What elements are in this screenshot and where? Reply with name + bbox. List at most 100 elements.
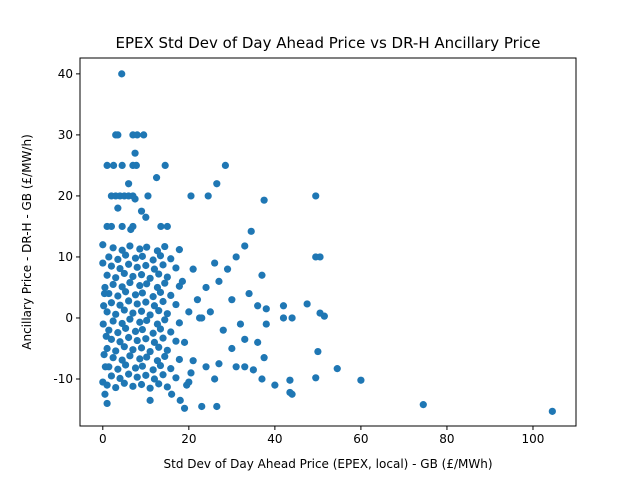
- x-tick-label: 40: [267, 432, 282, 446]
- point: [118, 222, 126, 231]
- point: [140, 131, 148, 139]
- point: [159, 334, 167, 342]
- point: [118, 161, 126, 170]
- point: [99, 320, 107, 328]
- point: [126, 242, 134, 250]
- point: [221, 161, 230, 170]
- point: [333, 365, 341, 373]
- point: [163, 310, 171, 318]
- point: [163, 346, 171, 354]
- x-tick-label: 60: [353, 432, 368, 446]
- point: [109, 354, 117, 362]
- point: [126, 315, 134, 323]
- point: [153, 357, 162, 365]
- point: [131, 149, 139, 157]
- point: [136, 355, 144, 363]
- point: [114, 329, 122, 337]
- y-tick-label: -10: [53, 372, 73, 386]
- point: [236, 320, 245, 328]
- point: [112, 274, 120, 282]
- point: [279, 314, 288, 322]
- point: [258, 271, 266, 279]
- point: [109, 161, 118, 170]
- point: [314, 347, 322, 356]
- point: [198, 402, 206, 411]
- point: [419, 401, 427, 409]
- point: [146, 384, 154, 392]
- point: [161, 352, 169, 361]
- point: [129, 272, 137, 281]
- point: [118, 319, 126, 328]
- point: [172, 300, 180, 309]
- point: [223, 265, 232, 273]
- point: [143, 280, 151, 288]
- y-axis-label: Ancillary Price - DR-H - GB (£/MW/h): [20, 134, 34, 350]
- point: [131, 327, 140, 336]
- point: [114, 365, 122, 373]
- point: [548, 407, 556, 415]
- point: [129, 382, 137, 390]
- point: [198, 314, 206, 322]
- point: [125, 297, 133, 305]
- point: [129, 346, 137, 354]
- point: [103, 308, 111, 316]
- point: [138, 325, 146, 334]
- point: [262, 320, 270, 328]
- point: [133, 336, 141, 345]
- point: [316, 253, 324, 261]
- point: [136, 245, 144, 253]
- point: [172, 264, 180, 272]
- point: [146, 396, 154, 404]
- point: [137, 207, 146, 215]
- point: [178, 277, 186, 285]
- point: [99, 259, 107, 267]
- point: [254, 302, 262, 310]
- point: [138, 289, 146, 297]
- point: [125, 180, 133, 188]
- point: [107, 222, 116, 231]
- point: [215, 277, 223, 285]
- point: [112, 347, 120, 355]
- point: [142, 371, 150, 379]
- point: [125, 260, 133, 268]
- point: [102, 332, 110, 340]
- point: [163, 383, 171, 391]
- point: [161, 279, 169, 287]
- point: [116, 264, 124, 273]
- point: [163, 222, 171, 231]
- y-tick-label: 40: [58, 67, 73, 81]
- point: [232, 363, 240, 371]
- point: [142, 261, 150, 270]
- point: [161, 316, 169, 324]
- point: [180, 404, 189, 412]
- point: [159, 297, 167, 306]
- point: [185, 378, 193, 386]
- point: [152, 174, 161, 182]
- point: [137, 271, 146, 279]
- y-tick-label: 20: [58, 189, 73, 203]
- point: [142, 335, 150, 343]
- point: [132, 161, 140, 170]
- point: [120, 379, 128, 387]
- point: [103, 271, 111, 279]
- point: [103, 344, 111, 353]
- point: [131, 291, 140, 299]
- point: [143, 316, 151, 325]
- point: [143, 353, 151, 361]
- point: [187, 192, 195, 200]
- point: [288, 390, 296, 398]
- point: [175, 246, 183, 254]
- point: [153, 320, 162, 328]
- point: [262, 305, 270, 313]
- point: [232, 253, 240, 261]
- point: [101, 283, 109, 292]
- point: [131, 195, 139, 203]
- point: [260, 354, 268, 362]
- point: [180, 338, 189, 346]
- point: [357, 376, 365, 384]
- point: [103, 161, 111, 170]
- point: [245, 289, 253, 298]
- point: [167, 328, 175, 336]
